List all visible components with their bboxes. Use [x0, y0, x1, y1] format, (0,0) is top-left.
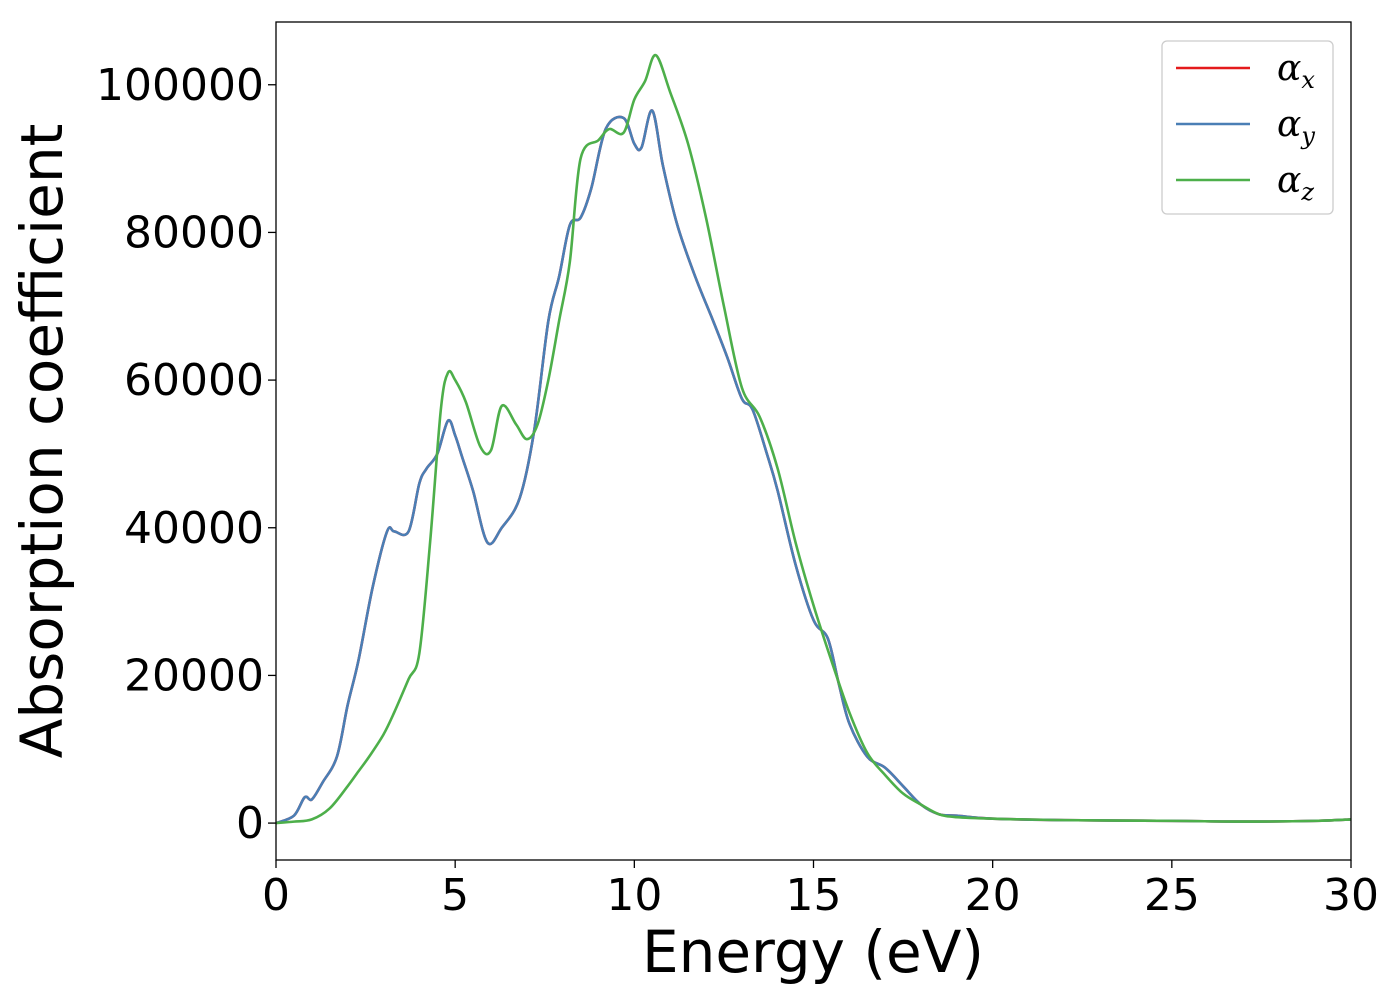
y-tick-label: 20000	[124, 650, 264, 701]
legend-box	[1161, 40, 1334, 215]
series-line-alpha-z	[275, 53, 1352, 825]
y-tick-label: 60000	[124, 355, 264, 406]
y-tick-label: 40000	[124, 503, 264, 554]
x-tick-label: 15	[786, 870, 842, 921]
y-tick-label: 100000	[96, 60, 264, 111]
x-axis: 0 5 10 15 20 25 30	[262, 860, 1379, 921]
x-tick-label: 0	[262, 870, 290, 921]
y-tick-label: 0	[236, 798, 264, 849]
series-layer	[275, 53, 1352, 825]
legend-label-alpha-z: αz	[1277, 160, 1314, 206]
x-tick-label: 30	[1323, 870, 1379, 921]
x-tick-label: 10	[606, 870, 662, 921]
x-axis-label: Energy (eV)	[642, 918, 984, 986]
y-axis: 0 20000 40000 60000 80000 100000	[96, 60, 276, 849]
legend: αx αy αz	[1161, 40, 1334, 215]
legend-label-alpha-x: αx	[1277, 48, 1315, 94]
x-tick-label: 25	[1144, 870, 1200, 921]
series-line-alpha-y	[275, 109, 1352, 825]
y-tick-label: 80000	[124, 207, 264, 258]
x-tick-label: 5	[441, 870, 469, 921]
y-axis-label: Absorption coefficient	[8, 124, 76, 759]
x-tick-label: 20	[965, 870, 1021, 921]
legend-label-alpha-y: αy	[1277, 104, 1315, 150]
